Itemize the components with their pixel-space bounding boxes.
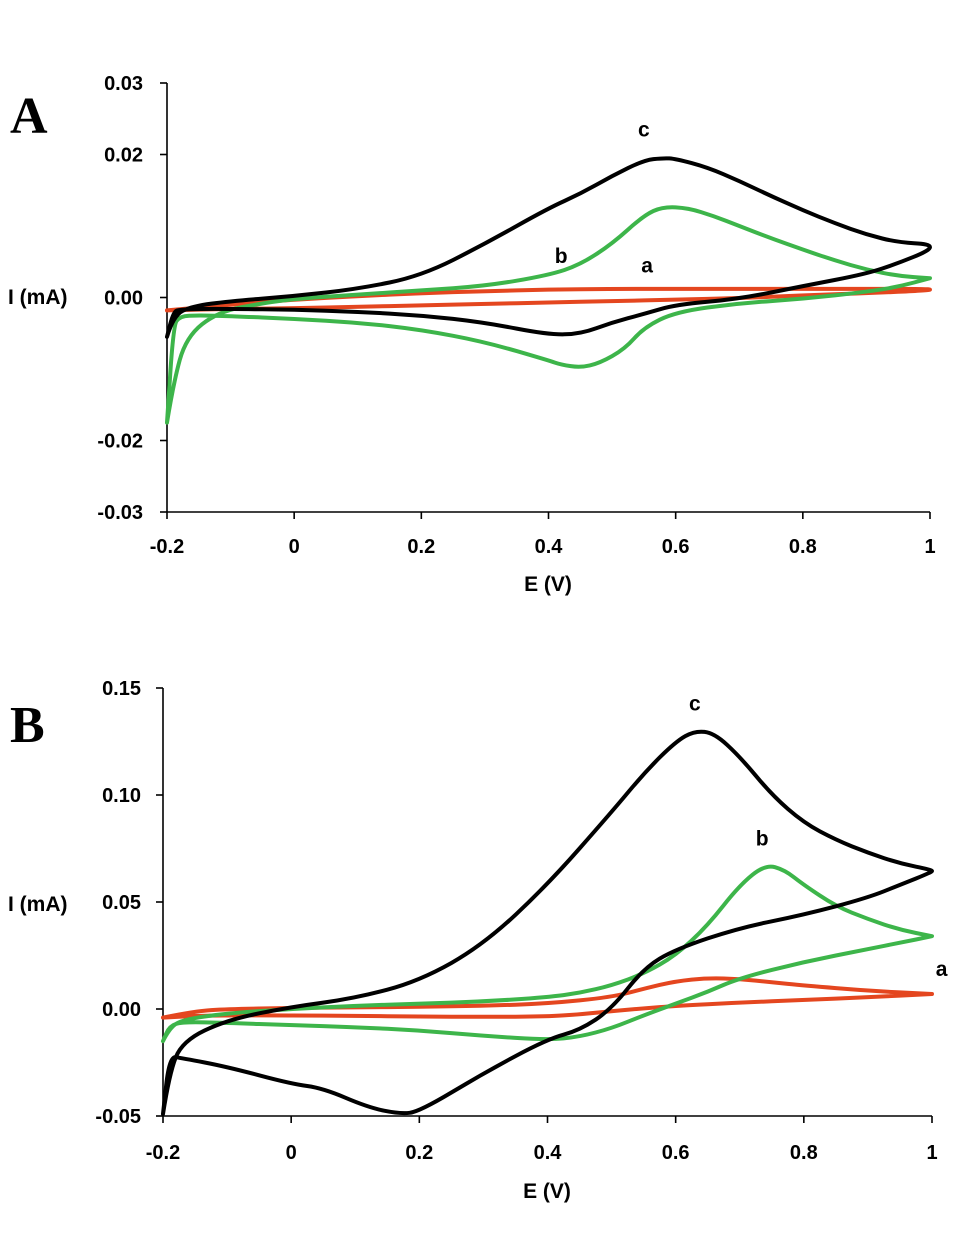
panel-b-series: a b c	[161, 692, 948, 1116]
panel-a-y-tick-label: -0.03	[97, 502, 143, 524]
panel-b-series-c-label: c	[689, 692, 701, 715]
panel-b-series-c-line	[161, 729, 934, 1116]
panel-b-x-tick-label: 0.2	[405, 1142, 433, 1164]
panel-a-series-a-label: a	[641, 254, 653, 277]
panel-a-x-tick-label: 0.2	[407, 536, 435, 558]
panel-label-a: A	[10, 88, 48, 145]
panel-a-x-tick-label: 1	[924, 536, 935, 558]
panel-a-y-tick-label: 0.03	[104, 73, 143, 95]
panel-b-series-a-label: a	[936, 958, 948, 981]
panel-b-x-ticks: -0.2 0 0.2 0.4 0.6 0.8 1	[146, 1116, 938, 1164]
panel-b-y-tick-label: 0.05	[102, 892, 141, 914]
panel-a-series-a-line	[165, 286, 932, 313]
panel-a-chart: A 0.03 0.02 0.00 -0.02 -0.03 -0.2 0 0.2 0.4 0.6 0…	[8, 73, 936, 596]
panel-b-series-a-line	[161, 976, 934, 1020]
panel-b-x-axis-label: E (V)	[523, 1180, 571, 1203]
panel-b-x-tick-label: -0.2	[146, 1142, 180, 1164]
panel-a-x-tick-label: 0.4	[535, 536, 564, 558]
panel-a-series: a b c	[165, 119, 932, 425]
panel-a-x-tick-label: 0.6	[662, 536, 690, 558]
panel-b-x-tick-label: 0	[286, 1142, 297, 1164]
panel-a-x-tick-label: 0.8	[789, 536, 817, 558]
panel-b-chart: B 0.15 0.10 0.05 0.00 -0.05 -0.2 0 0.2 0.4 0.6 0.…	[8, 678, 948, 1203]
panel-a-y-tick-label: 0.02	[104, 145, 143, 167]
panel-b-series-b-line	[161, 864, 934, 1044]
panel-a-series-b-line	[165, 205, 932, 425]
panel-a-series-b-label: b	[555, 245, 568, 268]
panel-a-x-axis-label: E (V)	[524, 573, 572, 596]
panel-a-series-c-label: c	[638, 119, 650, 142]
panel-a-x-tick-label: 0	[289, 536, 300, 558]
panel-a-y-tick-label: -0.02	[97, 431, 143, 453]
panel-b-y-ticks: 0.15 0.10 0.05 0.00 -0.05	[95, 678, 163, 1128]
panel-b-x-tick-label: 0.4	[534, 1142, 563, 1164]
panel-a-x-tick-label: -0.2	[150, 536, 184, 558]
panel-b-x-tick-label: 1	[926, 1142, 937, 1164]
panel-label-b: B	[10, 697, 45, 754]
panel-b-y-tick-label: 0.00	[102, 999, 141, 1021]
panel-b-x-tick-label: 0.8	[790, 1142, 818, 1164]
panel-b-y-tick-label: 0.15	[102, 678, 141, 700]
panel-b-y-tick-label: 0.10	[102, 785, 141, 807]
panel-a-series-c-line	[165, 156, 932, 339]
panel-a-y-tick-label: 0.00	[104, 288, 143, 310]
panel-a-y-axis-label: I (mA)	[8, 286, 68, 309]
panel-b-y-tick-label: -0.05	[95, 1106, 141, 1128]
panel-a-y-ticks: 0.03 0.02 0.00 -0.02 -0.03	[97, 73, 167, 524]
panel-b-y-axis-label: I (mA)	[8, 893, 68, 916]
panel-a-x-ticks: -0.2 0 0.2 0.4 0.6 0.8 1	[150, 512, 936, 558]
panel-b-x-tick-label: 0.6	[662, 1142, 690, 1164]
panel-b-series-b-label: b	[756, 827, 769, 850]
